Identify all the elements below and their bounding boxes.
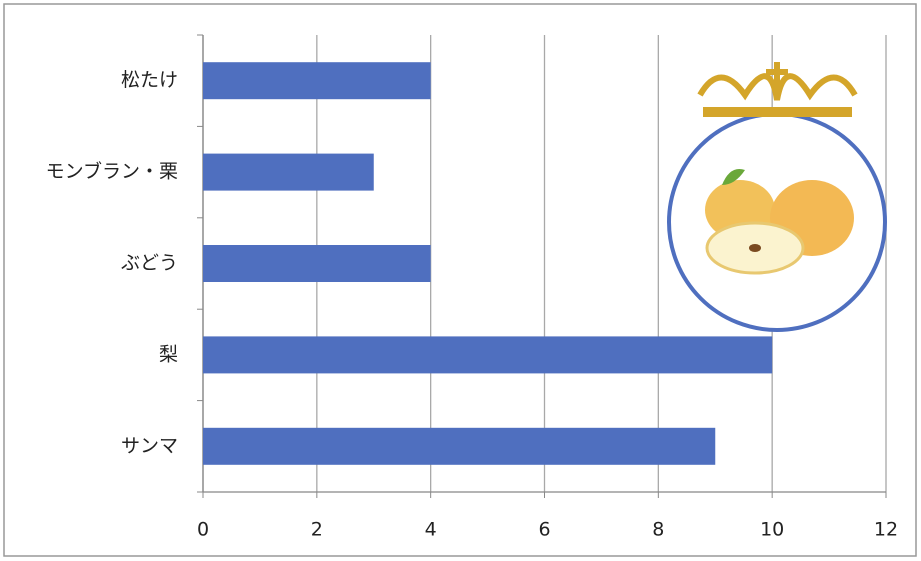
bar bbox=[203, 427, 716, 465]
bar bbox=[203, 245, 431, 282]
bar bbox=[203, 336, 773, 374]
bar bbox=[203, 153, 374, 191]
x-tick-label: 0 bbox=[197, 519, 209, 541]
x-tick-label: 8 bbox=[652, 519, 664, 541]
y-tick-label: 松たけ bbox=[121, 69, 178, 91]
x-tick-label: 10 bbox=[760, 519, 784, 541]
y-tick-label: モンブラン・栗 bbox=[46, 160, 178, 183]
y-tick-label: サンマ bbox=[121, 435, 178, 457]
x-tick-label: 2 bbox=[311, 519, 323, 541]
x-tick-label: 6 bbox=[538, 519, 550, 541]
x-tick-label: 12 bbox=[874, 519, 898, 541]
x-tick-label: 4 bbox=[425, 519, 437, 541]
bar bbox=[203, 62, 431, 100]
pears bbox=[705, 169, 854, 275]
y-tick-label: ぶどう bbox=[121, 252, 178, 274]
y-tick-label: 梨 bbox=[159, 343, 178, 365]
decoration bbox=[667, 62, 887, 332]
crown bbox=[697, 62, 858, 117]
